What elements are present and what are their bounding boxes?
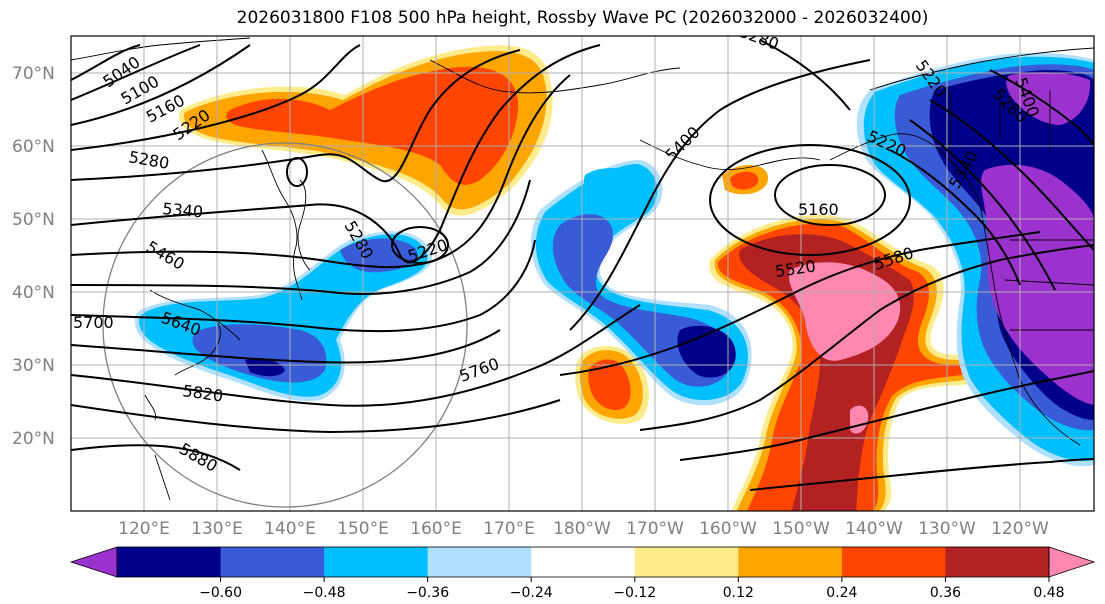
colorbar-segment xyxy=(220,547,325,577)
colorbar-tick-label: 0.36 xyxy=(930,585,961,601)
longitude-axis: 120°E 130°E 140°E 150°E 160°E 170°E 180°… xyxy=(118,519,1049,539)
lat-tick-label: 40°N xyxy=(12,283,55,303)
colorbar-tick-label: −0.12 xyxy=(613,585,656,601)
colorbar-tick-label: −0.36 xyxy=(406,585,449,601)
contour-label: 5700 xyxy=(73,313,114,332)
colorbar-segment xyxy=(945,547,1050,577)
lon-tick-label: 140°E xyxy=(264,519,316,539)
lon-tick-label: 130°W xyxy=(918,519,976,539)
lon-tick-label: 160°W xyxy=(699,519,757,539)
colorbar-tick-label: 0.12 xyxy=(723,585,754,601)
colorbar-segment xyxy=(427,547,532,577)
lon-tick-label: 180°W xyxy=(553,519,611,539)
height-contours xyxy=(71,39,1094,491)
colorbar-segment xyxy=(634,547,739,577)
colorbar-tick-label: −0.24 xyxy=(510,585,553,601)
reference-circle xyxy=(102,142,468,508)
lon-tick-label: 150°W xyxy=(772,519,830,539)
lon-tick-label: 130°E xyxy=(191,519,243,539)
lat-tick-label: 60°N xyxy=(12,137,55,157)
negative-anomaly-regions xyxy=(134,52,1094,467)
lat-tick-label: 70°N xyxy=(12,64,55,84)
contour-label: 5160 xyxy=(798,200,839,219)
colorbar-tick-label: −0.48 xyxy=(303,585,346,601)
lon-tick-label: 150°E xyxy=(337,519,389,539)
colorbar-segment xyxy=(738,547,843,577)
lat-tick-label: 30°N xyxy=(12,356,55,376)
colorbar-tick-label: 0.24 xyxy=(826,585,857,601)
map-border xyxy=(70,35,1095,512)
lat-tick-label: 50°N xyxy=(12,210,55,230)
colorbar-segment xyxy=(324,547,429,577)
colorbar-outline xyxy=(116,546,1050,578)
lon-tick-label: 160°E xyxy=(410,519,462,539)
colorbar-tick-label: −0.60 xyxy=(199,585,242,601)
colorbar-segment xyxy=(531,547,636,577)
colorbar-tick-label: 0.48 xyxy=(1033,585,1064,601)
lon-tick-label: 170°W xyxy=(626,519,684,539)
colorbar-segment xyxy=(841,547,946,577)
colorbar-extension-high xyxy=(1048,546,1096,578)
colorbar-segment xyxy=(117,547,222,577)
lon-tick-label: 140°W xyxy=(845,519,903,539)
lat-tick-label: 20°N xyxy=(12,429,55,449)
lon-tick-label: 120°W xyxy=(991,519,1049,539)
colorbar: −0.60 −0.48 −0.36 −0.24 −0.12 0.12 0.24 0.36 0.4… xyxy=(69,546,1096,601)
colorbar-extension-low xyxy=(69,546,118,578)
graticule xyxy=(71,36,1094,511)
latitude-axis: 70°N 60°N 50°N 40°N 30°N 20°N xyxy=(12,64,55,449)
lon-tick-label: 120°E xyxy=(118,519,170,539)
lon-tick-label: 170°E xyxy=(483,519,535,539)
chart-title: 2026031800 F108 500 hPa height, Rossby W… xyxy=(236,8,929,28)
contour-label: 5340 xyxy=(162,199,204,221)
